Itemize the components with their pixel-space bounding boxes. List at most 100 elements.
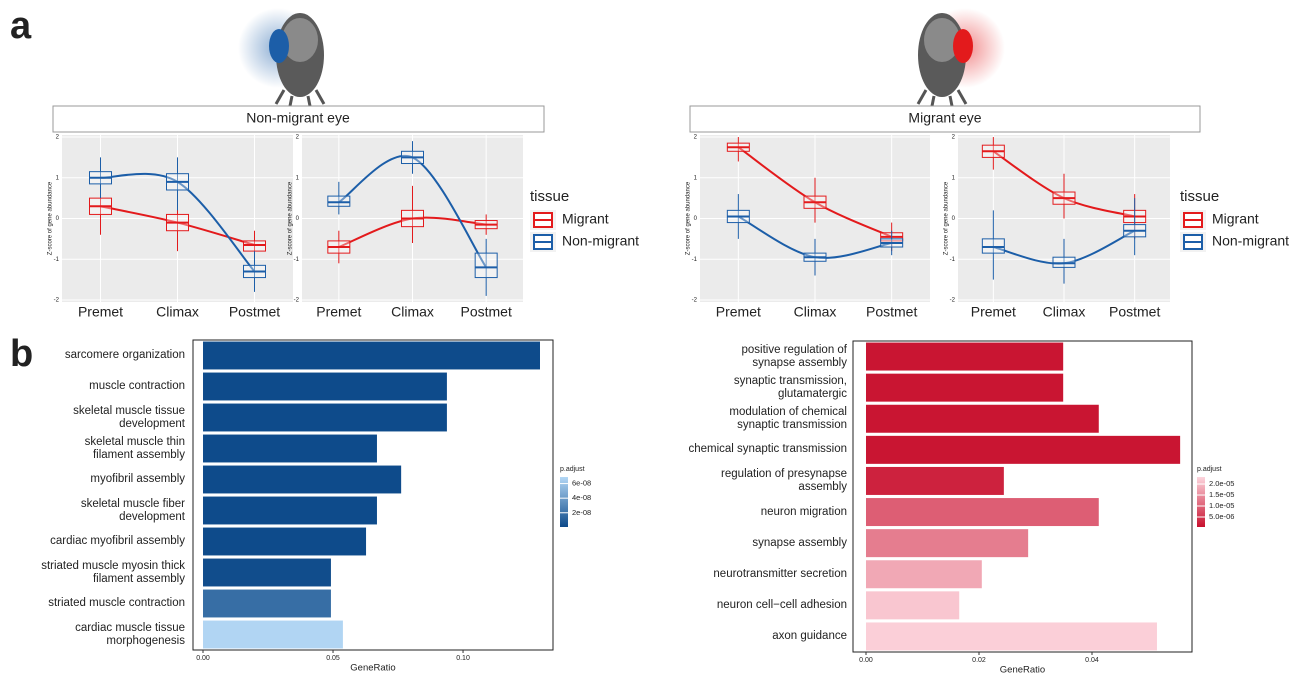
x-tick-label: Climax bbox=[156, 304, 199, 320]
category-label: skeletal muscle fiber development bbox=[5, 495, 185, 526]
colorbar-tick-label: 1.0e-05 bbox=[1209, 501, 1234, 510]
category-label: axon guidance bbox=[667, 621, 847, 652]
bar bbox=[203, 497, 377, 525]
bar bbox=[203, 621, 343, 649]
bar bbox=[203, 342, 540, 370]
category-label: cardiac myofibril assembly bbox=[5, 526, 185, 557]
y-tick-label: 2 bbox=[952, 135, 956, 141]
x-tick-label: Postmet bbox=[866, 304, 917, 320]
colorbar-tick-label: 2.0e-05 bbox=[1209, 479, 1234, 488]
bar bbox=[203, 528, 366, 556]
colorbar-tick-label: 6e-08 bbox=[572, 479, 591, 488]
legend-label: Non-migrant bbox=[1212, 233, 1289, 249]
bar bbox=[866, 498, 1099, 526]
x-tick-label: Premet bbox=[971, 304, 1016, 320]
y-tick-label: 1 bbox=[952, 175, 956, 181]
bar bbox=[866, 374, 1063, 402]
x-tick-label: Premet bbox=[716, 304, 761, 320]
category-label: skeletal muscle tissue development bbox=[5, 402, 185, 433]
category-label: sarcomere organization bbox=[5, 340, 185, 371]
category-label: neurotransmitter secretion bbox=[667, 559, 847, 590]
panel-label: a bbox=[10, 5, 32, 47]
x-tick-label: 0.00 bbox=[196, 655, 210, 662]
legend-title: tissue bbox=[530, 188, 569, 205]
bar bbox=[866, 343, 1063, 371]
category-label: modulation of chemical synaptic transmis… bbox=[667, 403, 847, 434]
legend-label: Migrant bbox=[1212, 211, 1259, 227]
figure: a b Non-migrant eye Migrant eye -2-1012Z… bbox=[0, 0, 1295, 675]
x-axis-title: GeneRatio bbox=[350, 663, 395, 674]
bar bbox=[203, 373, 447, 401]
category-label: synapse assembly bbox=[667, 528, 847, 559]
category-label: striated muscle myosin thick filament as… bbox=[5, 557, 185, 588]
box bbox=[982, 239, 1004, 253]
x-tick-label: 0.05 bbox=[326, 655, 340, 662]
y-tick-label: 0 bbox=[694, 216, 698, 222]
box bbox=[1053, 257, 1075, 267]
x-tick-label: Premet bbox=[316, 304, 361, 320]
y-tick-label: 2 bbox=[694, 135, 698, 141]
category-label: skeletal muscle thin filament assembly bbox=[5, 433, 185, 464]
bar bbox=[203, 435, 377, 463]
colorbar-tick-label: 2e-08 bbox=[572, 508, 591, 517]
x-tick-label: Climax bbox=[794, 304, 837, 320]
fly-icon bbox=[238, 8, 324, 106]
y-axis-title: Z-score of gene abundance bbox=[944, 181, 950, 255]
strip-title: Migrant eye bbox=[908, 110, 981, 126]
category-label: neuron migration bbox=[667, 497, 847, 528]
x-tick-label: 0.02 bbox=[972, 657, 986, 664]
colorbar-tick-label: 5.0e-06 bbox=[1209, 512, 1234, 521]
legend-title: tissue bbox=[1180, 188, 1219, 205]
bar bbox=[866, 560, 982, 588]
category-label: synaptic transmission, glutamatergic bbox=[667, 372, 847, 403]
y-tick-label: 0 bbox=[296, 216, 300, 222]
legend-label: Migrant bbox=[562, 211, 609, 227]
category-label: neuron cell−cell adhesion bbox=[667, 590, 847, 621]
colorbar-tick-label: 4e-08 bbox=[572, 493, 591, 502]
x-tick-label: 0.04 bbox=[1085, 657, 1099, 664]
legend-label: Non-migrant bbox=[562, 233, 639, 249]
x-tick-label: Climax bbox=[391, 304, 434, 320]
category-label: muscle contraction bbox=[5, 371, 185, 402]
box bbox=[328, 196, 350, 206]
x-tick-label: Climax bbox=[1043, 304, 1086, 320]
colorbar bbox=[560, 477, 568, 527]
figure-canvas: a b Non-migrant eye Migrant eye -2-1012Z… bbox=[0, 0, 1295, 675]
y-tick-label: 0 bbox=[952, 216, 956, 222]
bar bbox=[866, 436, 1180, 464]
y-tick-label: -1 bbox=[294, 257, 300, 263]
box bbox=[244, 241, 266, 251]
category-label: striated muscle contraction bbox=[5, 588, 185, 619]
y-tick-label: 2 bbox=[296, 135, 300, 141]
x-tick-label: 0.10 bbox=[456, 655, 470, 662]
x-axis-title: GeneRatio bbox=[1000, 665, 1045, 675]
bar bbox=[866, 405, 1099, 433]
y-axis-title: Z-score of gene abundance bbox=[288, 181, 294, 255]
y-tick-label: -1 bbox=[692, 257, 698, 263]
category-label: regulation of presynapse assembly bbox=[667, 465, 847, 496]
strip-title: Non-migrant eye bbox=[246, 110, 350, 126]
category-label: chemical synaptic transmission bbox=[667, 434, 847, 465]
y-axis-title: Z-score of gene abundance bbox=[48, 181, 54, 255]
x-tick-label: Postmet bbox=[460, 304, 511, 320]
bar bbox=[203, 404, 447, 432]
y-tick-label: 1 bbox=[56, 175, 60, 181]
y-tick-label: 0 bbox=[56, 216, 60, 222]
y-tick-label: -1 bbox=[54, 257, 60, 263]
colorbar-title: p.adjust bbox=[1197, 466, 1222, 473]
bar bbox=[203, 559, 331, 587]
y-tick-label: 1 bbox=[296, 175, 300, 181]
bar bbox=[866, 591, 959, 619]
y-tick-label: -2 bbox=[692, 298, 698, 304]
box bbox=[475, 253, 497, 277]
x-tick-label: Postmet bbox=[229, 304, 280, 320]
y-tick-label: -1 bbox=[950, 257, 956, 263]
category-label: cardiac muscle tissue morphogenesis bbox=[5, 619, 185, 650]
x-tick-label: Postmet bbox=[1109, 304, 1160, 320]
bar bbox=[866, 622, 1157, 650]
y-tick-label: -2 bbox=[294, 298, 300, 304]
colorbar-title: p.adjust bbox=[560, 466, 585, 473]
bar bbox=[203, 466, 401, 494]
x-tick-label: Premet bbox=[78, 304, 123, 320]
y-tick-label: 2 bbox=[56, 135, 60, 141]
